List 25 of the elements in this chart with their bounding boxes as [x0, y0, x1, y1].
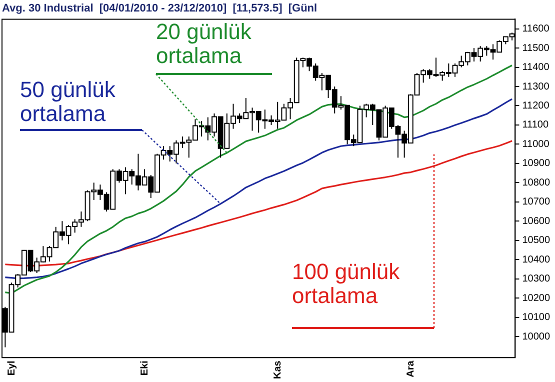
text: 50 günlük ortalama	[20, 77, 116, 126]
y-tick-label: 11300	[522, 81, 550, 92]
y-tick-label: 10700	[522, 196, 550, 208]
y-tick-label: 10100	[522, 312, 550, 324]
text: 100 günlük ortalama	[292, 259, 401, 308]
y-tick-label: 11500	[522, 42, 550, 54]
y-tick-label: 11100	[522, 120, 549, 131]
chart-title: Avg. 30 Industrial [04/01/2010 - 23/12/2010] [11,573.5] [Günl	[2, 2, 318, 15]
y-tick-label: 10300	[522, 274, 550, 285]
y-tick-label: 10600	[522, 216, 550, 227]
y-tick-label: 10200	[522, 292, 550, 304]
x-tick-label: Ara	[405, 360, 416, 378]
text: 20 günlük ortalama	[156, 19, 252, 68]
y-tick-label: 11600	[522, 24, 550, 35]
y-tick-label: 10900	[522, 158, 550, 170]
y-tick-label: 11400	[522, 62, 550, 74]
y-tick-label: 10400	[522, 254, 550, 266]
y-tick-label: 10800	[522, 177, 550, 188]
x-tick-label: Eyl	[6, 360, 18, 376]
y-tick-label: 11200	[522, 100, 550, 112]
x-tick-label: Kas	[272, 360, 284, 380]
y-tick-label: 10500	[522, 235, 550, 246]
x-tick-label: Eki	[139, 360, 150, 376]
y-tick-label: 10000	[522, 331, 550, 342]
y-tick-label: 11000	[522, 138, 550, 150]
